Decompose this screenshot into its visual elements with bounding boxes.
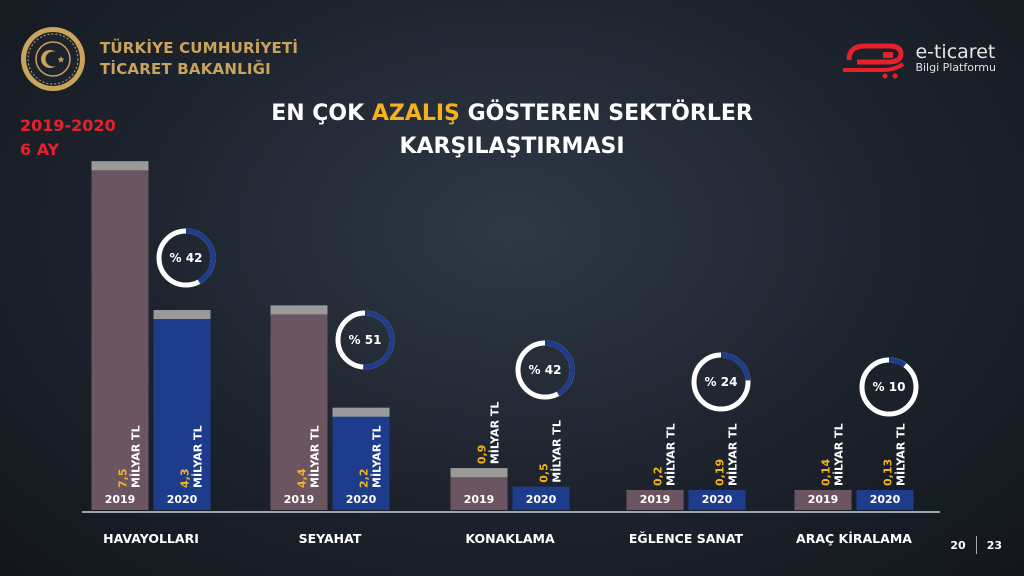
- bar-value-label-2019-2: 0,9MİLYAR TL: [476, 402, 502, 465]
- bar-value-label-2019-4: 0,14MİLYAR TL: [820, 423, 846, 486]
- bar-unit-2019-4: MİLYAR TL: [832, 423, 846, 486]
- bar-unit-2019-0: MİLYAR TL: [129, 425, 143, 488]
- bar-value-2019-2: 0,9: [476, 445, 489, 465]
- bar-value-label-2020-0: 4,3MİLYAR TL: [179, 425, 205, 488]
- ministry-branding: TÜRKİYE CUMHURİYETİ TİCARET BAKANLIĞI: [20, 26, 298, 92]
- bar-2020-0: [153, 310, 211, 510]
- decrease-label-4: % 10: [873, 380, 906, 394]
- decrease-label-2: % 42: [529, 363, 562, 377]
- ministry-seal-icon: [21, 27, 85, 91]
- bar-year-label-2019-1: 2019: [284, 493, 315, 506]
- category-label-0: HAVAYOLLARI: [103, 531, 199, 546]
- category-label-4: ARAÇ KİRALAMA: [796, 531, 912, 546]
- bar-year-label-2020-2: 2020: [526, 493, 557, 506]
- bar-cap-2019-2: [450, 468, 508, 478]
- bar-year-label-2019-3: 2019: [640, 493, 671, 506]
- brand-subtitle: Bilgi Platformu: [915, 61, 996, 74]
- bar-value-label-2020-4: 0,13MİLYAR TL: [882, 423, 908, 486]
- bar-unit-2019-1: MİLYAR TL: [308, 425, 322, 488]
- bar-2020-1: [332, 407, 390, 510]
- decrease-label-3: % 24: [705, 375, 738, 389]
- page-number-left: 20: [950, 538, 966, 552]
- bar-cap-2019-1: [270, 305, 328, 315]
- decrease-ring-fill-2: [515, 340, 575, 400]
- decrease-label-0: % 42: [170, 251, 203, 265]
- bar-cap-2020-1: [332, 407, 390, 417]
- bar-year-label-2019-4: 2019: [808, 493, 839, 506]
- bar-value-2020-0: 4,3: [179, 469, 192, 489]
- bar-unit-2020-0: MİLYAR TL: [191, 425, 205, 488]
- bar-year-label-2020-3: 2020: [702, 493, 733, 506]
- bar-value-2019-1: 4,4: [296, 468, 309, 488]
- ministry-name-line2: TİCARET BAKANLIĞI: [100, 60, 271, 78]
- page-title: EN ÇOK AZALIŞ GÖSTEREN SEKTÖRLER KARŞILA…: [0, 97, 1024, 163]
- bar-value-2019-3: 0,2: [652, 467, 665, 487]
- bar-year-label-2019-2: 2019: [464, 493, 495, 506]
- category-label-1: SEYAHAT: [299, 531, 362, 546]
- bar-value-2020-3: 0,19: [714, 459, 727, 486]
- page-number-right: 23: [986, 538, 1002, 552]
- bar-unit-2019-2: MİLYAR TL: [488, 402, 502, 465]
- bar-cap-2020-0: [153, 310, 211, 320]
- bar-value-2020-1: 2,2: [358, 469, 371, 489]
- title-part2: GÖSTEREN SEKTÖRLER: [459, 101, 753, 126]
- bar-unit-2020-4: MİLYAR TL: [894, 423, 908, 486]
- bar-value-label-2019-3: 0,2MİLYAR TL: [652, 423, 678, 486]
- bar-value-label-2019-1: 4,4MİLYAR TL: [296, 425, 322, 488]
- bar-year-label-2019-0: 2019: [105, 493, 136, 506]
- bar-2019-4: [794, 490, 852, 510]
- decrease-ring-fill-3: [691, 352, 751, 412]
- bar-cap-2019-0: [91, 161, 149, 171]
- decrease-ring-fill-4: [859, 357, 919, 417]
- brand-name: e-ticaret: [915, 41, 996, 63]
- bar-2019-1: [270, 305, 328, 510]
- title-part1: EN ÇOK: [271, 101, 372, 126]
- eticaret-brand: e-ticaret Bilgi Platformu: [843, 40, 996, 80]
- bar-2020-2: [512, 486, 570, 510]
- bar-2019-0: [91, 161, 149, 510]
- bar-unit-2019-3: MİLYAR TL: [664, 423, 678, 486]
- bar-value-2020-4: 0,13: [882, 459, 895, 486]
- period-label: 2019-2020 6 AY: [20, 114, 116, 162]
- bar-2020-4: [856, 490, 914, 510]
- decrease-ring-fill-0: [156, 228, 216, 288]
- decrease-ring-fill-1: [335, 310, 395, 370]
- bar-value-2019-4: 0,14: [820, 459, 833, 486]
- ministry-name-line1: TÜRKİYE CUMHURİYETİ: [100, 39, 299, 57]
- cart-icon: [882, 52, 898, 79]
- bar-year-label-2020-4: 2020: [870, 493, 901, 506]
- page-number-divider: [975, 536, 977, 554]
- bar-value-2019-0: 7,5: [117, 469, 130, 489]
- bar-year-label-2020-1: 2020: [346, 493, 377, 506]
- bar-value-2020-2: 0,5: [538, 463, 551, 483]
- eticaret-logo-icon: [843, 43, 905, 79]
- bar-2019-3: [626, 490, 684, 510]
- category-label-2: KONAKLAMA: [465, 531, 555, 546]
- title-line2: KARŞILAŞTIRMASI: [399, 134, 625, 159]
- bar-value-label-2020-2: 0,5MİLYAR TL: [538, 420, 564, 483]
- category-label-3: EĞLENCE SANAT: [629, 531, 744, 546]
- bar-value-label-2019-0: 7,5MİLYAR TL: [117, 425, 143, 488]
- title-highlight: AZALIŞ: [371, 101, 460, 126]
- bar-value-label-2020-3: 0,19MİLYAR TL: [714, 423, 740, 486]
- bar-year-label-2020-0: 2020: [167, 493, 198, 506]
- period-line2: 6 AY: [20, 140, 60, 159]
- bar-unit-2020-2: MİLYAR TL: [550, 420, 564, 483]
- decrease-label-1: % 51: [349, 333, 382, 347]
- bar-unit-2020-3: MİLYAR TL: [726, 423, 740, 486]
- bar-unit-2020-1: MİLYAR TL: [370, 425, 384, 488]
- period-line1: 2019-2020: [20, 116, 116, 135]
- bar-value-label-2020-1: 2,2MİLYAR TL: [358, 425, 384, 488]
- bar-2020-3: [688, 490, 746, 510]
- page-number: 20 23: [950, 536, 1002, 554]
